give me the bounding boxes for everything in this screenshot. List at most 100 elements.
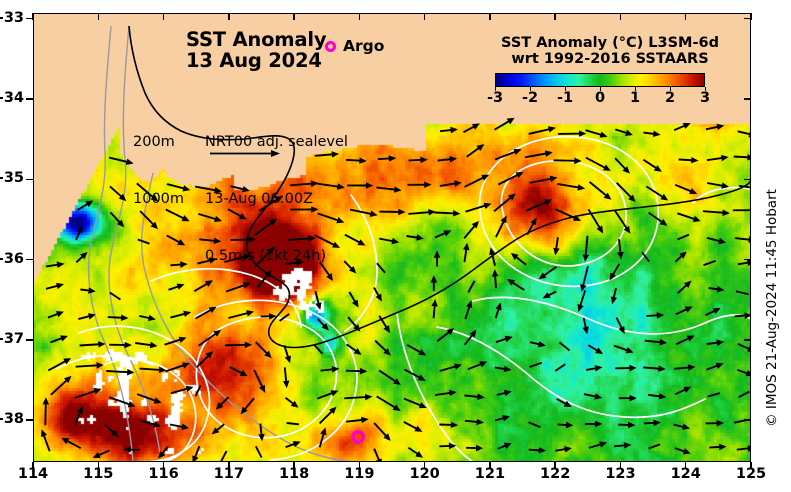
argo-legend: Argo: [325, 37, 384, 55]
velocity-arrowhead: [748, 236, 751, 243]
velocity-arrowhead: [60, 335, 68, 342]
velocity-arrowhead: [246, 310, 255, 317]
velocity-arrowhead: [393, 186, 402, 193]
velocity-arrowhead: [538, 340, 546, 348]
velocity-arrowhead: [579, 130, 587, 137]
velocity-arrow: [279, 313, 290, 322]
velocity-arrowhead: [595, 420, 603, 428]
velocity-arrowhead: [392, 404, 401, 411]
velocity-arrowhead: [418, 349, 427, 356]
x-tick: [97, 462, 100, 469]
velocity-arrowhead: [87, 313, 96, 320]
velocity-arrowhead: [599, 441, 608, 448]
velocity-arrowhead: [466, 300, 473, 309]
title-line-1: SST Anomaly: [186, 28, 327, 51]
x-tick-label: 123: [605, 466, 636, 482]
velocity-arrowhead: [602, 164, 611, 171]
velocity-arrow: [641, 251, 650, 263]
x-tick: [489, 462, 491, 469]
velocity-arrowhead: [88, 287, 96, 294]
x-tick-top: [32, 13, 34, 20]
velocity-arrowhead: [548, 126, 556, 133]
velocity-arrowhead: [383, 433, 391, 441]
velocity-arrowhead: [515, 172, 524, 179]
velocity-arrowhead: [448, 442, 457, 450]
velocity-arrowhead: [76, 406, 83, 415]
credit-area: © IMOS 21-Aug-2024 11:45 Hobart: [762, 150, 782, 470]
vector-annotation: 200m NRT00 adj. sealevel 1000m 13-Aug 06:0…: [133, 95, 348, 304]
x-tick-top: [554, 13, 556, 20]
y-tick-label: -36: [0, 250, 24, 267]
title-line-2: 13 Aug 2024: [186, 49, 322, 72]
velocity-arrowhead: [582, 254, 590, 262]
velocity-arrowhead: [41, 429, 48, 438]
y-tick: [26, 419, 33, 421]
velocity-arrowhead: [118, 193, 127, 202]
y-tick-label: -34: [0, 89, 24, 106]
y-tick: [26, 258, 33, 261]
velocity-arrowhead: [240, 406, 248, 415]
velocity-arrowhead: [116, 219, 125, 228]
velocity-arrowhead: [506, 117, 515, 125]
velocity-arrowhead: [683, 386, 692, 393]
velocity-arrowhead: [450, 421, 459, 429]
velocity-arrowhead: [453, 210, 461, 217]
velocity-arrowhead: [153, 421, 162, 428]
velocity-arrowhead: [183, 310, 192, 318]
velocity-arrowhead: [627, 421, 636, 429]
colorbar-ticks: [495, 87, 706, 92]
velocity-arrowhead: [450, 126, 458, 134]
velocity-arrowhead: [430, 275, 438, 283]
velocity-arrowhead: [748, 130, 751, 138]
velocity-arrowhead: [353, 324, 361, 332]
velocity-arrowhead: [238, 213, 247, 220]
x-tick-label: 114: [17, 466, 49, 482]
colorbar-tick-label: -1: [556, 90, 574, 106]
y-tick-right: [744, 178, 751, 181]
velocity-arrowhead: [476, 144, 485, 152]
y-tick: [26, 339, 33, 341]
velocity-arrowhead: [153, 397, 162, 404]
velocity-arrowhead: [269, 218, 278, 226]
colorbar-gradient: [495, 73, 705, 87]
x-tick-top: [423, 13, 426, 20]
velocity-arrowhead: [503, 442, 512, 449]
velocity-arrowhead: [274, 195, 283, 203]
velocity-arrowhead: [448, 389, 457, 397]
velocity-arrow: [738, 390, 750, 398]
velocity-arrow: [467, 280, 476, 293]
velocity-arrowhead: [530, 217, 537, 226]
velocity-arrowhead: [471, 220, 479, 229]
velocity-arrowhead: [684, 306, 693, 313]
x-tick-top: [684, 13, 687, 20]
map-overlays: [41, 25, 751, 462]
velocity-arrowhead: [682, 423, 690, 430]
velocity-arrowhead: [415, 450, 424, 458]
velocity-arrowhead: [127, 368, 135, 376]
ann-datetime: 13-Aug 06:00Z: [205, 191, 314, 207]
velocity-arrowhead: [507, 279, 516, 286]
velocity-arrowhead: [504, 335, 513, 343]
map-plot-area[interactable]: SST Anomaly 13 Aug 2024 Argo SST Anomaly…: [33, 13, 751, 462]
velocity-arrowhead: [623, 442, 632, 449]
velocity-arrowhead: [185, 385, 194, 393]
velocity-arrowhead: [682, 122, 691, 129]
colorbar-title-line-1: SST Anomaly (°C) L3SM-6d: [501, 35, 719, 51]
velocity-arrowhead: [359, 367, 368, 375]
velocity-arrowhead: [351, 299, 359, 308]
velocity-arrowhead: [359, 157, 367, 164]
velocity-arrowhead: [310, 180, 319, 187]
velocity-arrowhead: [595, 347, 604, 355]
velocity-arrowhead: [239, 369, 248, 377]
velocity-arrowhead: [463, 242, 470, 251]
y-tick-right: [744, 17, 751, 20]
velocity-arrowhead: [93, 388, 102, 395]
bathymetry-contours: [87, 25, 403, 462]
velocity-arrowhead: [538, 272, 547, 280]
sea-level-contours: [56, 135, 751, 462]
velocity-arrowhead: [284, 355, 291, 364]
velocity-arrowhead: [577, 304, 584, 312]
argo-float-marker[interactable]: [351, 430, 365, 444]
velocity-arrow: [376, 262, 386, 274]
x-tick: [228, 462, 230, 469]
